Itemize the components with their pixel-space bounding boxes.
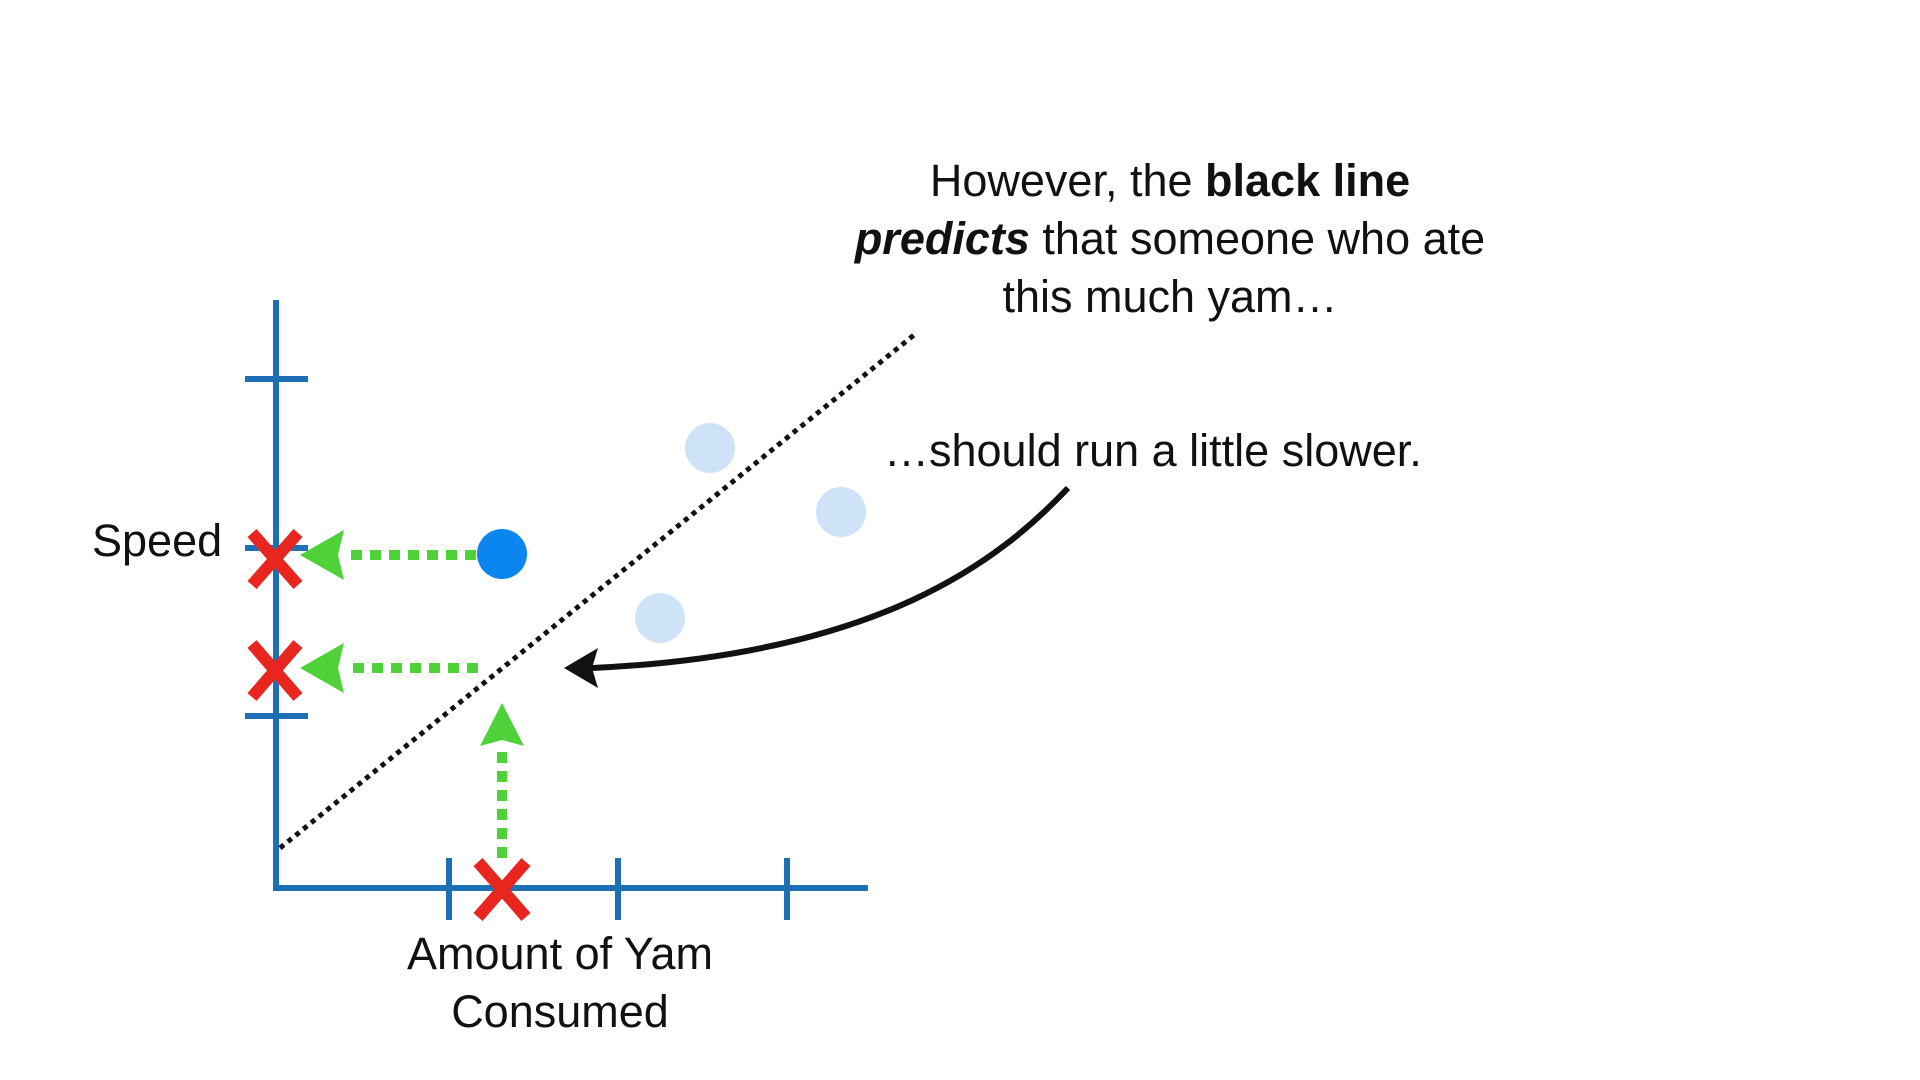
- caption-text: that someone who ate: [1029, 213, 1486, 264]
- curved-arrow-icon: [564, 485, 1071, 688]
- x-axis-label-line-1: Amount of Yam: [407, 928, 713, 979]
- green-arrows: [300, 530, 524, 858]
- caption-top-line-1: However, the black line: [770, 152, 1570, 210]
- green-arrow-head-left-icon: [300, 530, 344, 580]
- faded-data-point: [816, 487, 866, 537]
- y-axis-label: Speed: [92, 515, 223, 566]
- caption-side: …should run a little slower.: [884, 425, 1422, 476]
- x-mark-icon: [247, 640, 303, 701]
- x-mark-icon: [473, 858, 531, 921]
- green-arrow-head-up-icon: [480, 703, 524, 746]
- faded-data-point: [685, 423, 735, 473]
- x-axis-label: Amount of Yam Consumed: [360, 925, 760, 1041]
- black-prediction-line: [278, 333, 916, 850]
- faded-data-point: [635, 593, 685, 643]
- active-data-point: [477, 529, 527, 579]
- axes: [245, 300, 868, 920]
- green-arrow-head-left-icon: [300, 643, 344, 693]
- caption-bold-text: black line: [1205, 155, 1411, 206]
- x-mark-icon: [247, 529, 303, 589]
- caption-text: However, the: [929, 155, 1206, 206]
- caption-top-line-3: this much yam…: [1002, 271, 1338, 322]
- caption-top-line-2: predicts that someone who ate: [770, 210, 1570, 268]
- caption-bold-italic-text: predicts: [854, 213, 1030, 264]
- caption-top: However, the black line predicts that so…: [770, 152, 1570, 326]
- x-axis-label-line-2: Consumed: [451, 986, 669, 1037]
